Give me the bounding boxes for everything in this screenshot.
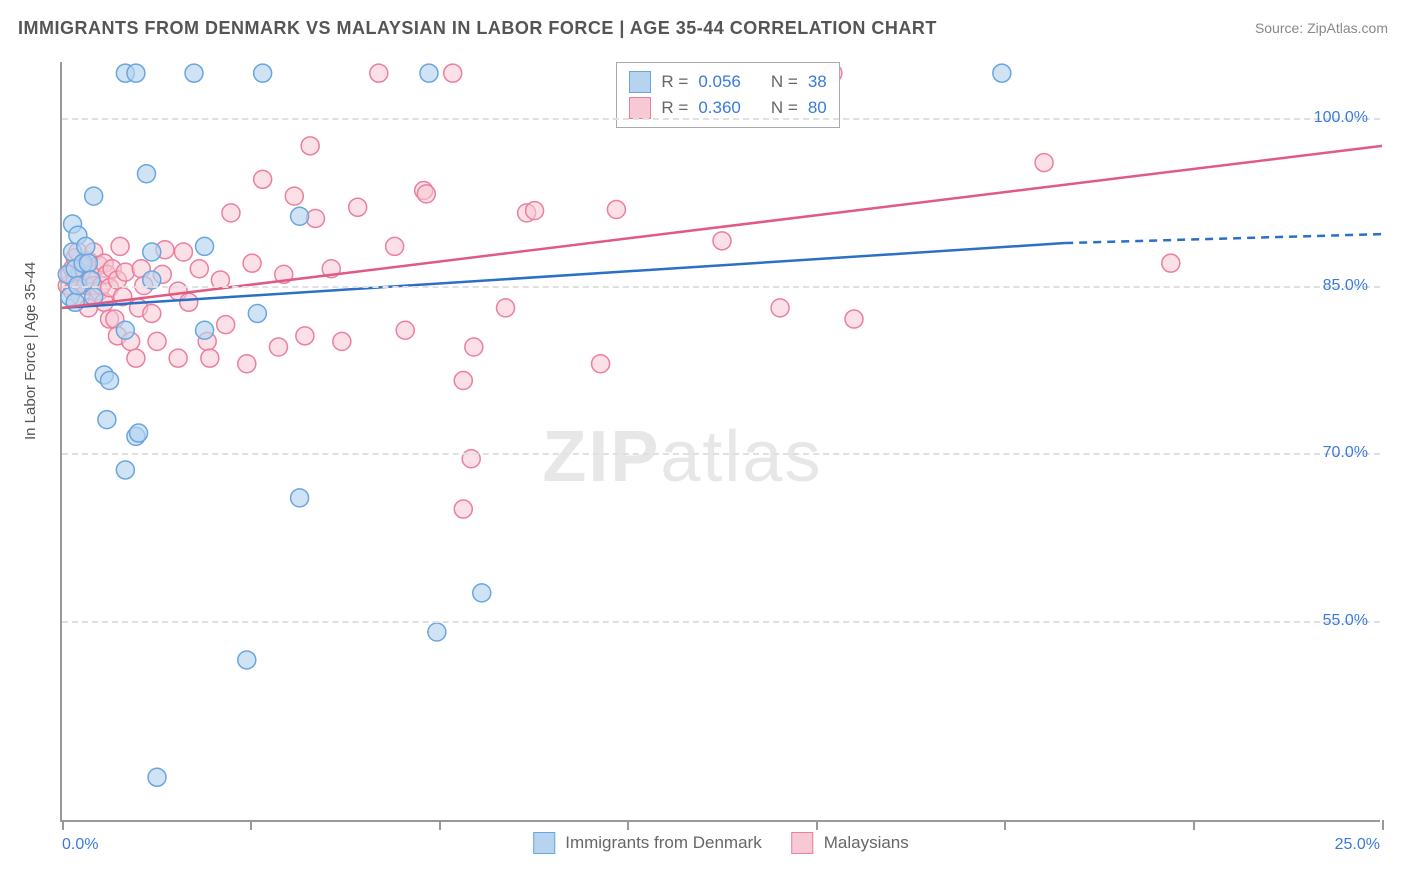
y-tick-label: 55.0%: [1323, 612, 1368, 630]
legend-n-label: N =: [771, 72, 798, 92]
x-tick: [250, 820, 252, 830]
legend-r-label: R =: [661, 98, 688, 118]
chart-svg: [62, 62, 1380, 820]
x-tick: [1382, 820, 1384, 830]
grid-line: [62, 621, 1380, 623]
grid-line: [62, 118, 1380, 120]
y-tick-label: 85.0%: [1323, 277, 1368, 295]
legend-r-value-malaysia: 0.360: [698, 98, 741, 118]
y-tick-label: 70.0%: [1323, 444, 1368, 462]
legend-swatch-malaysia-bottom: [792, 832, 814, 854]
x-tick: [1004, 820, 1006, 830]
legend-n-value-malaysia: 80: [808, 98, 827, 118]
legend-r-label: R =: [661, 72, 688, 92]
x-tick-label-min: 0.0%: [62, 836, 98, 854]
x-tick: [439, 820, 441, 830]
plot-area: R = 0.056 N = 38 R = 0.360 N = 80 ZIPatl…: [60, 62, 1380, 822]
legend-n-value-denmark: 38: [808, 72, 827, 92]
grid-line: [62, 286, 1380, 288]
x-tick: [1193, 820, 1195, 830]
legend-row-denmark: R = 0.056 N = 38: [629, 69, 826, 95]
source-attribution: Source: ZipAtlas.com: [1255, 20, 1388, 36]
x-tick: [62, 820, 64, 830]
x-tick: [627, 820, 629, 830]
legend-label-denmark: Immigrants from Denmark: [565, 833, 761, 853]
legend-r-value-denmark: 0.056: [698, 72, 741, 92]
legend-n-label: N =: [771, 98, 798, 118]
legend-swatch-denmark-bottom: [533, 832, 555, 854]
chart-title: IMMIGRANTS FROM DENMARK VS MALAYSIAN IN …: [18, 18, 937, 39]
legend-swatch-denmark: [629, 71, 651, 93]
legend-item-malaysia: Malaysians: [792, 832, 909, 854]
legend-item-denmark: Immigrants from Denmark: [533, 832, 761, 854]
series-legend: Immigrants from Denmark Malaysians: [533, 832, 909, 854]
x-tick: [816, 820, 818, 830]
x-tick-label-max: 25.0%: [1335, 836, 1380, 854]
legend-label-malaysia: Malaysians: [824, 833, 909, 853]
legend-swatch-malaysia: [629, 97, 651, 119]
grid-line: [62, 453, 1380, 455]
y-axis-label: In Labor Force | Age 35-44: [22, 262, 39, 440]
y-tick-label: 100.0%: [1314, 109, 1368, 127]
